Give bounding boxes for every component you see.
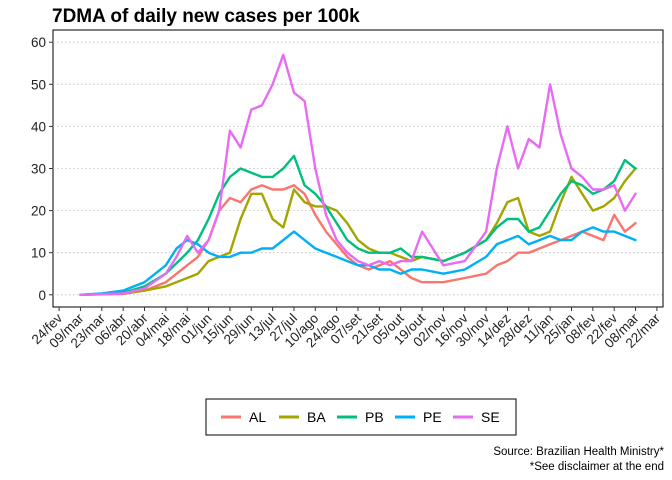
series-line-pe xyxy=(79,226,637,296)
source-caption: Source: Brazilian Health Ministry* xyxy=(493,446,664,458)
legend-label-ba: BA xyxy=(307,409,326,425)
y-tick-label: 0 xyxy=(38,288,46,303)
grid-lines xyxy=(53,41,663,296)
legend-label-se: SE xyxy=(481,409,500,425)
x-axis: 24/fev09/mar23/mar06/abr20/abr04/mai18/m… xyxy=(29,307,663,351)
y-tick-label: 30 xyxy=(31,162,46,177)
legend-label-al: AL xyxy=(249,409,266,425)
series-line-se xyxy=(79,53,637,296)
y-tick-label: 10 xyxy=(31,246,46,261)
chart-title: 7DMA of daily new cases per 100k xyxy=(52,6,360,27)
legend-label-pe: PE xyxy=(423,409,442,425)
y-tick-label: 50 xyxy=(31,77,46,92)
series-lines xyxy=(79,53,637,296)
disclaimer-caption: *See disclaimer at the end xyxy=(530,461,664,473)
y-tick-label: 60 xyxy=(31,35,46,50)
y-axis: 0 10 20 30 40 50 60 xyxy=(31,35,53,303)
y-tick-label: 20 xyxy=(31,204,46,219)
y-tick-label: 40 xyxy=(31,119,46,134)
legend-label-pb: PB xyxy=(365,409,384,425)
legend: AL BA PB PE SE xyxy=(205,398,517,436)
